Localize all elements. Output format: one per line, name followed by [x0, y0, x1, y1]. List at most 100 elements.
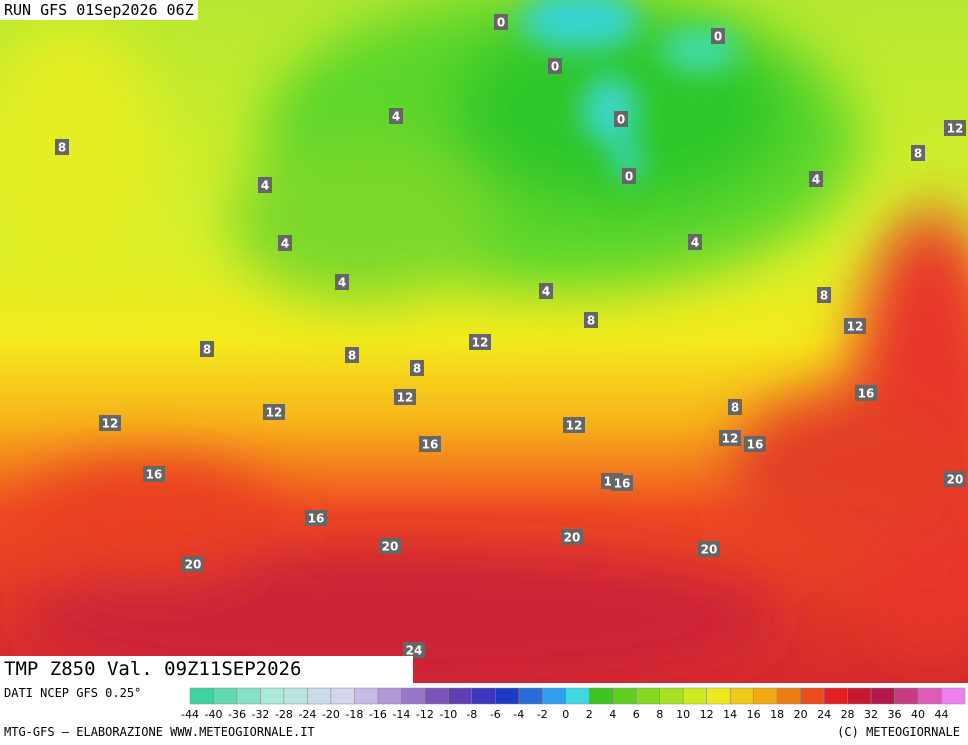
- contour-label-text: 8: [731, 401, 739, 415]
- contour-label: 20: [182, 556, 204, 572]
- legend-tick-label: 4: [609, 708, 616, 721]
- legend-swatch: [729, 687, 754, 705]
- contour-label-box: [611, 475, 633, 491]
- contour-label-box: [394, 389, 416, 405]
- legend-tick-label: 6: [633, 708, 640, 721]
- legend-swatch: [189, 687, 214, 705]
- contour-label-text: 16: [146, 468, 163, 482]
- contour-label: 8: [200, 341, 214, 357]
- legend-swatch: [213, 687, 238, 705]
- legend-swatch: [283, 687, 308, 705]
- contour-label: 12: [394, 389, 416, 405]
- legend-tick-label: 36: [888, 708, 902, 721]
- footer-left: MTG-GFS — ELABORAZIONE WWW.METEOGIORNALE…: [4, 725, 315, 739]
- contour-label: 0: [711, 28, 725, 44]
- contour-label: 12: [944, 120, 966, 136]
- legend-swatch: [565, 687, 590, 705]
- contour-label: 12: [469, 334, 491, 350]
- legend-swatch: [401, 687, 426, 705]
- contour-label-text: 16: [308, 512, 325, 526]
- contour-label-box: [817, 287, 831, 303]
- contour-label-box: [182, 556, 204, 572]
- legend-tick-label: -10: [439, 708, 457, 721]
- contour-label-text: 4: [281, 237, 289, 251]
- contour-label-text: 16: [858, 387, 875, 401]
- color-legend: -44 -40 -36 -32 -28 -24 -20 -18 -16 -14 -12 -10 -8 -6…: [181, 687, 966, 721]
- contour-label-box: [548, 58, 562, 74]
- contour-label-text: 16: [614, 477, 631, 491]
- legend-swatch: [682, 687, 707, 705]
- contour-label: 0: [494, 14, 508, 30]
- contour-label: 12: [563, 417, 585, 433]
- contour-label: 8: [817, 287, 831, 303]
- contour-label-box: [809, 171, 823, 187]
- contour-label: 8: [345, 347, 359, 363]
- legend-swatch: [753, 687, 778, 705]
- contour-label-text: 8: [58, 141, 66, 155]
- contour-label-text: 12: [722, 432, 739, 446]
- temperature-map: 0 0 0 0 0 4 4 4 4 4 4 4 8 8 8 8 8 8 8 8 12 12 12 12 12 12 12 12 16 16…: [0, 0, 968, 683]
- contour-label-box: [305, 510, 327, 526]
- legend-tick-label: 24: [817, 708, 831, 721]
- contour-label-text: 12: [266, 406, 283, 420]
- legend-tick-label: 18: [770, 708, 784, 721]
- legend-tick-label: -40: [205, 708, 223, 721]
- contour-label: 20: [561, 529, 583, 545]
- contour-label-text: 4: [261, 179, 269, 193]
- legend-swatch: [941, 687, 966, 705]
- contour-label-text: 12: [566, 419, 583, 433]
- legend-swatch: [471, 687, 496, 705]
- contour-label: 20: [379, 538, 401, 554]
- legend-tick-label: -6: [490, 708, 501, 721]
- legend-swatch: [307, 687, 332, 705]
- legend-tick-label: 8: [656, 708, 663, 721]
- contour-label-box: [719, 430, 741, 446]
- product-title: TMP Z850 Val. 09Z11SEP2026: [0, 656, 413, 683]
- legend-tick-label: -20: [322, 708, 340, 721]
- legend-tick-label: 28: [841, 708, 855, 721]
- legend-swatch: [659, 687, 684, 705]
- contour-label-box: [561, 529, 583, 545]
- contour-label-text: 12: [847, 320, 864, 334]
- contour-label-text: 16: [422, 438, 439, 452]
- contour-label-text: 8: [914, 147, 922, 161]
- contour-label-text: 0: [625, 170, 633, 184]
- legend-tick-label: -12: [416, 708, 434, 721]
- contour-label-box: [263, 404, 285, 420]
- contour-label-text: 16: [747, 438, 764, 452]
- contour-label-text: 0: [617, 113, 625, 127]
- contour-label: 12: [844, 318, 866, 334]
- legend-tick-label: -16: [369, 708, 387, 721]
- contour-label-box: [614, 111, 628, 127]
- contour-label-box: [711, 28, 725, 44]
- contour-label-box: [419, 436, 441, 452]
- contour-label-text: 8: [348, 349, 356, 363]
- contour-label-box: [335, 274, 349, 290]
- legend-swatch: [612, 687, 637, 705]
- contour-label: 16: [143, 466, 165, 482]
- legend-tick-label: -44: [181, 708, 199, 721]
- contour-label-box: [99, 415, 121, 431]
- contour-label: 16: [305, 510, 327, 526]
- legend-swatch: [542, 687, 567, 705]
- contour-label: 16: [744, 436, 766, 452]
- legend-swatch: [354, 687, 379, 705]
- legend-swatch: [776, 687, 801, 705]
- contour-label-box: [200, 341, 214, 357]
- contour-label-box: [622, 168, 636, 184]
- legend-swatch: [495, 687, 520, 705]
- contour-label-box: [278, 235, 292, 251]
- contour-label: 4: [688, 234, 702, 250]
- contour-label-text: 8: [413, 362, 421, 376]
- contour-label: 16: [419, 436, 441, 452]
- contour-label: 0: [622, 168, 636, 184]
- legend-swatch: [330, 687, 355, 705]
- source-label: DATI NCEP GFS 0.25°: [4, 686, 142, 700]
- legend-swatch: [518, 687, 543, 705]
- contour-label-box: [944, 120, 966, 136]
- contour-label-text: 24: [406, 644, 423, 658]
- contour-label: 12: [719, 430, 741, 446]
- legend-swatch: [870, 687, 895, 705]
- contour-label-box: [855, 385, 877, 401]
- contour-label: 24: [403, 642, 425, 658]
